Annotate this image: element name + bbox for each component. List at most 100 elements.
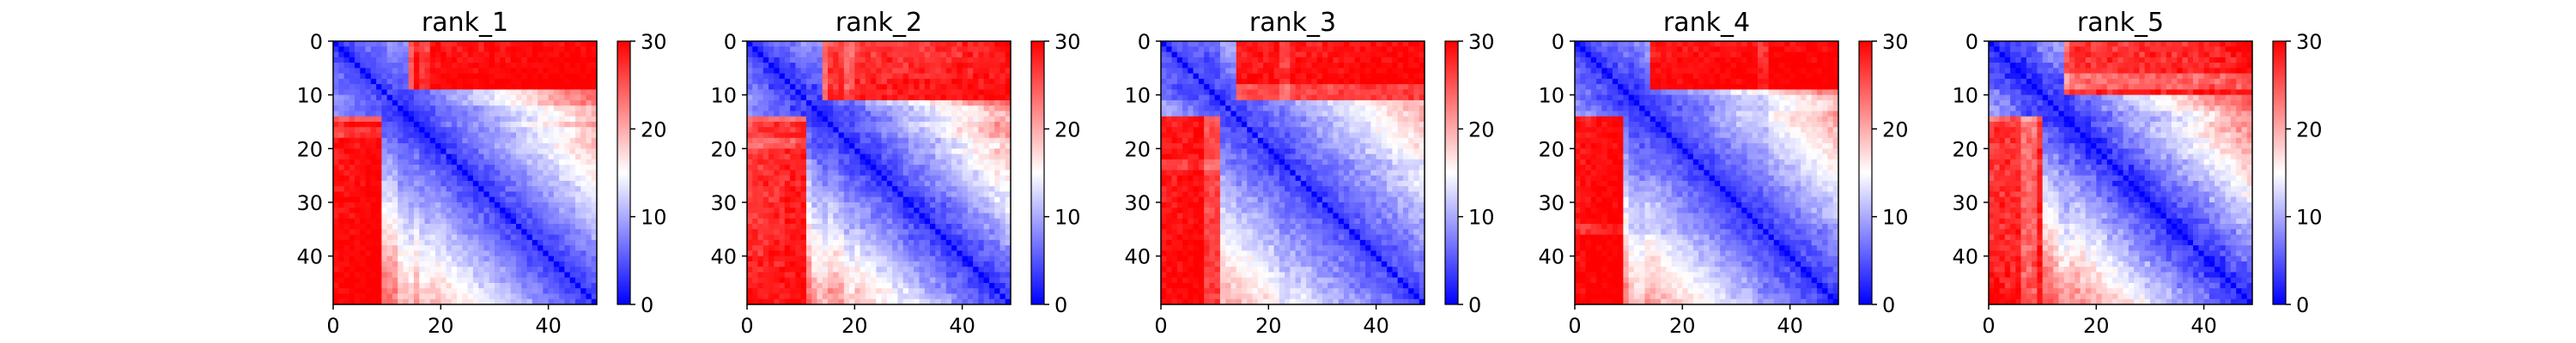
heatmap-cell: [381, 256, 388, 262]
heatmap-cell: [865, 282, 872, 289]
heatmap-cell: [1005, 41, 1012, 47]
heatmap-cell: [569, 84, 576, 90]
heatmap-cell: [769, 116, 775, 123]
heatmap-cell: [784, 180, 791, 187]
heatmap-cell: [843, 175, 850, 182]
heatmap-cell: [370, 224, 377, 230]
heatmap-cell: [849, 99, 855, 106]
heatmap-cell: [569, 111, 576, 117]
heatmap-cell: [973, 84, 979, 90]
heatmap-cell: [559, 68, 565, 74]
heatmap-cell: [779, 239, 786, 246]
heatmap-cell: [988, 191, 995, 198]
heatmap-cell: [833, 250, 839, 256]
heatmap-cell: [779, 175, 786, 182]
heatmap-cell: [769, 261, 775, 268]
heatmap-cell: [489, 208, 495, 214]
heatmap-cell: [349, 148, 355, 154]
heatmap-cell: [392, 272, 398, 279]
heatmap-cell: [881, 224, 888, 230]
heatmap-cell: [1005, 63, 1012, 69]
heatmap-cell: [833, 94, 839, 101]
heatmap-cell: [360, 277, 366, 284]
heatmap-cell: [521, 180, 527, 187]
heatmap-cell: [957, 170, 963, 176]
heatmap-cell: [521, 224, 527, 230]
heatmap-cell: [564, 256, 571, 262]
heatmap-cell: [827, 298, 834, 305]
heatmap-cell: [478, 239, 484, 246]
heatmap-cell: [392, 99, 398, 106]
heatmap-cell: [827, 68, 834, 74]
heatmap-cell: [343, 132, 350, 139]
heatmap-cell: [510, 229, 517, 235]
heatmap-cell: [559, 288, 565, 294]
heatmap-cell: [886, 111, 893, 117]
heatmap-cell: [494, 94, 501, 101]
heatmap-cell: [462, 234, 468, 241]
heatmap-cell: [914, 111, 920, 117]
heatmap-cell: [854, 229, 860, 235]
heatmap-cell: [983, 111, 990, 117]
heatmap-cell: [940, 46, 947, 52]
heatmap-cell: [849, 132, 855, 139]
heatmap-cell: [574, 121, 581, 128]
heatmap-cell: [924, 132, 931, 139]
heatmap-cell: [446, 239, 453, 246]
heatmap-cell: [440, 165, 447, 171]
heatmap-cell: [908, 78, 914, 85]
heatmap-cell: [532, 78, 538, 85]
heatmap-cell: [994, 298, 1000, 305]
heatmap-cell: [945, 208, 952, 214]
heatmap-cell: [822, 57, 829, 63]
heatmap-cell: [827, 180, 834, 187]
heatmap-cell: [586, 170, 592, 176]
heatmap-cell: [800, 99, 807, 106]
heatmap-cell: [892, 105, 898, 111]
heatmap-cell: [569, 213, 576, 220]
heatmap-cell: [1214, 51, 1221, 58]
heatmap-cell: [472, 73, 479, 80]
heatmap-cell: [822, 94, 829, 101]
heatmap-cell: [897, 229, 904, 235]
heatmap-cell: [489, 196, 495, 203]
heatmap-cell: [838, 165, 845, 171]
heatmap-cell: [440, 293, 447, 300]
heatmap-cell: [521, 68, 527, 74]
heatmap-cell: [795, 84, 802, 90]
heatmap-cell: [769, 272, 775, 279]
heatmap-cell: [489, 261, 495, 268]
heatmap-cell: [543, 261, 549, 268]
heatmap-cell: [897, 57, 904, 63]
heatmap-cell: [500, 121, 506, 128]
heatmap-cell: [403, 191, 410, 198]
heatmap-cell: [967, 180, 974, 187]
heatmap-cell: [429, 239, 436, 246]
heatmap-cell: [510, 224, 517, 230]
heatmap-cell: [849, 229, 855, 235]
heatmap-cell: [805, 282, 812, 289]
heatmap-cell: [462, 116, 468, 123]
heatmap-cell: [967, 224, 974, 230]
heatmap-cell: [833, 208, 839, 214]
heatmap-cell: [500, 261, 506, 268]
heatmap-cell: [419, 116, 425, 123]
heatmap-cell: [892, 57, 898, 63]
heatmap-cell: [489, 111, 495, 117]
heatmap-cell: [994, 137, 1000, 144]
heatmap-cell: [752, 170, 758, 176]
heatmap-cell: [762, 272, 769, 279]
heatmap-cell: [376, 261, 382, 268]
heatmap-cell: [457, 159, 463, 165]
heatmap-cell: [564, 148, 571, 154]
heatmap-cell: [467, 78, 474, 85]
heatmap-cell: [429, 170, 436, 176]
heatmap-cell: [871, 105, 877, 111]
heatmap-cell: [892, 224, 898, 230]
heatmap-cell: [769, 250, 775, 256]
heatmap-cell: [752, 73, 758, 80]
heatmap-cell: [489, 245, 495, 251]
heatmap-cell: [559, 250, 565, 256]
heatmap-cell: [881, 239, 888, 246]
heatmap-cell: [860, 218, 866, 225]
